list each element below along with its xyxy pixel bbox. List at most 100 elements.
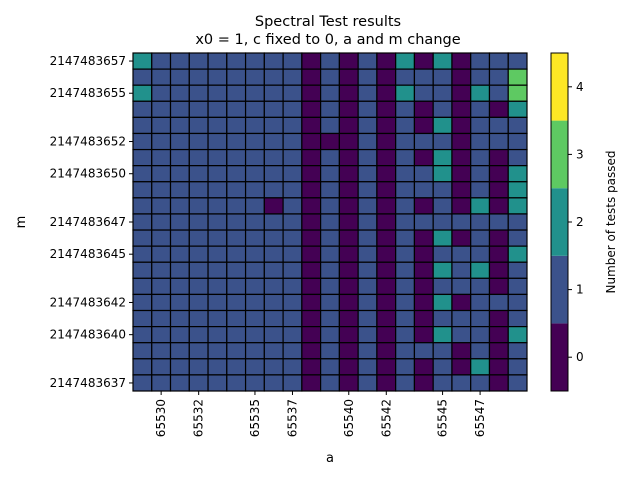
heatmap-cell	[282, 277, 303, 296]
heatmap-cell	[395, 52, 416, 70]
heatmap-cell	[188, 116, 209, 135]
heatmap-cell	[244, 309, 265, 328]
heatmap-cell	[188, 261, 209, 279]
heatmap-cell	[226, 358, 247, 376]
heatmap-cell	[151, 342, 172, 360]
heatmap-cell	[132, 181, 153, 199]
heatmap-cell	[320, 148, 340, 167]
heatmap-cell	[413, 229, 434, 247]
heatmap-cell	[282, 181, 303, 199]
heatmap-cell	[244, 132, 265, 151]
heatmap-cell	[357, 181, 378, 199]
heatmap-cell	[507, 181, 528, 199]
heatmap-cell	[226, 213, 247, 231]
heatmap-cell	[301, 213, 322, 231]
heatmap-cell	[151, 181, 172, 199]
heatmap-cell	[282, 84, 303, 102]
heatmap-cell	[188, 342, 209, 360]
heatmap-cell	[376, 229, 397, 247]
heatmap-cell	[376, 116, 397, 135]
heatmap-cell	[169, 197, 190, 215]
heatmap-cell	[395, 181, 416, 199]
heatmap-cell	[301, 100, 322, 118]
heatmap-cell	[301, 84, 322, 102]
x-tick-label: 65530	[154, 399, 168, 437]
heatmap-cell	[151, 197, 172, 215]
heatmap-cell	[132, 261, 153, 279]
heatmap-cell	[488, 165, 509, 183]
heatmap-cell	[151, 277, 172, 296]
heatmap-cell	[395, 374, 416, 392]
heatmap-cell	[301, 261, 322, 279]
heatmap-cell	[413, 374, 434, 392]
heatmap-cell	[470, 374, 491, 392]
colorbar-segment	[551, 323, 568, 391]
heatmap-cell	[357, 165, 378, 183]
heatmap-cell	[357, 52, 378, 70]
heatmap-cell	[151, 132, 172, 151]
heatmap-cell	[169, 229, 190, 247]
heatmap-cell	[338, 261, 359, 279]
heatmap-cell	[320, 165, 340, 183]
heatmap-cell	[226, 84, 247, 102]
heatmap-cell	[357, 374, 378, 392]
heatmap-cell	[188, 245, 209, 263]
heatmap-cell	[244, 197, 265, 215]
heatmap-cell	[451, 68, 472, 86]
heatmap-cells	[132, 52, 528, 392]
heatmap-cell	[263, 309, 284, 328]
heatmap-cell	[320, 342, 340, 360]
heatmap-cell	[432, 100, 453, 118]
heatmap-cell	[376, 326, 397, 344]
heatmap-cell	[226, 132, 247, 151]
heatmap-cell	[338, 229, 359, 247]
heatmap-cell	[357, 293, 378, 312]
heatmap-cell	[338, 358, 359, 376]
heatmap-cell	[507, 132, 528, 151]
heatmap-cell	[338, 245, 359, 263]
heatmap-cell	[301, 52, 322, 70]
heatmap-cell	[320, 309, 340, 328]
heatmap-cell	[263, 342, 284, 360]
x-tick-label: 65547	[473, 399, 487, 437]
heatmap-cell	[169, 261, 190, 279]
heatmap-cell	[376, 100, 397, 118]
heatmap-cell	[151, 148, 172, 167]
y-tick-label: 2147483645	[50, 247, 126, 261]
heatmap-cell	[357, 116, 378, 135]
heatmap-cell	[188, 68, 209, 86]
heatmap-cell	[413, 52, 434, 70]
heatmap-cell	[151, 100, 172, 118]
y-tick-label: 2147483640	[50, 328, 126, 342]
heatmap-cell	[207, 132, 228, 151]
heatmap-cell	[376, 181, 397, 199]
heatmap-cell	[432, 245, 453, 263]
heatmap-cell	[470, 261, 491, 279]
heatmap-cell	[507, 197, 528, 215]
heatmap-cell	[413, 197, 434, 215]
heatmap-cell	[188, 309, 209, 328]
heatmap-cell	[451, 277, 472, 296]
heatmap-cell	[263, 277, 284, 296]
heatmap-cell	[357, 245, 378, 263]
heatmap-cell	[132, 358, 153, 376]
heatmap-cell	[488, 342, 509, 360]
x-tick-label: 65542	[379, 399, 393, 437]
heatmap-cell	[244, 245, 265, 263]
heatmap-cell	[226, 100, 247, 118]
heatmap-cell	[132, 165, 153, 183]
heatmap-cell	[507, 229, 528, 247]
heatmap-cell	[188, 213, 209, 231]
heatmap-cell	[226, 148, 247, 167]
heatmap-cell	[169, 326, 190, 344]
heatmap-cell	[376, 68, 397, 86]
heatmap-cell	[188, 100, 209, 118]
heatmap-cell	[507, 84, 528, 102]
heatmap-cell	[151, 229, 172, 247]
heatmap-cell	[320, 245, 340, 263]
heatmap-cell	[395, 358, 416, 376]
heatmap-cell	[376, 213, 397, 231]
heatmap-cell	[226, 165, 247, 183]
heatmap-cell	[357, 326, 378, 344]
